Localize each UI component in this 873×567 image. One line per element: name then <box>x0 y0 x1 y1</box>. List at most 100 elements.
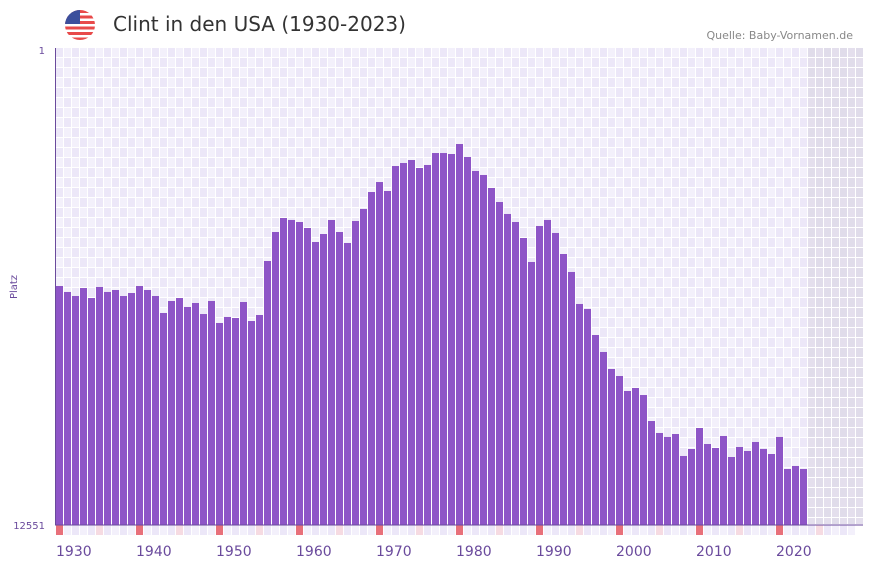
bar-2001[interactable] <box>624 390 631 525</box>
bar-1949[interactable] <box>208 300 215 525</box>
bar-1941[interactable] <box>144 289 151 525</box>
bar-2019[interactable] <box>768 454 775 525</box>
bar-1973[interactable] <box>400 163 407 525</box>
bar-2020[interactable] <box>776 436 783 525</box>
bar-1948[interactable] <box>200 314 207 525</box>
bar-1981[interactable] <box>464 157 471 526</box>
bar-1988[interactable] <box>520 238 527 525</box>
bar-1954[interactable] <box>248 321 255 525</box>
bar-1979[interactable] <box>448 154 455 526</box>
bar-2022[interactable] <box>792 465 799 525</box>
bar-1939[interactable] <box>128 292 135 525</box>
bar-1955[interactable] <box>256 315 263 525</box>
bar-1970[interactable] <box>376 182 383 525</box>
bar-1938[interactable] <box>120 296 127 525</box>
bar-2015[interactable] <box>736 447 743 525</box>
grid-cell <box>528 108 535 117</box>
bar-1936[interactable] <box>104 291 111 525</box>
bar-1951[interactable] <box>224 316 231 525</box>
bar-1983[interactable] <box>480 174 487 525</box>
grid-cell <box>624 358 631 367</box>
bar-1991[interactable] <box>544 219 551 525</box>
bar-2018[interactable] <box>760 448 767 525</box>
bar-1964[interactable] <box>328 219 335 525</box>
bar-2011[interactable] <box>704 444 711 525</box>
bar-2005[interactable] <box>656 432 663 525</box>
bar-1972[interactable] <box>392 166 399 525</box>
bar-1956[interactable] <box>264 260 271 525</box>
bar-2021[interactable] <box>784 468 791 525</box>
bar-2003[interactable] <box>640 395 647 525</box>
bar-1952[interactable] <box>232 318 239 525</box>
bar-1969[interactable] <box>368 192 375 525</box>
bar-1957[interactable] <box>272 231 279 525</box>
bar-1933[interactable] <box>80 288 87 525</box>
bar-1963[interactable] <box>320 234 327 526</box>
bar-2017[interactable] <box>752 441 759 525</box>
grid-cell <box>808 368 815 377</box>
bar-2009[interactable] <box>688 448 695 525</box>
bar-1937[interactable] <box>112 289 119 525</box>
grid-cell <box>640 258 647 267</box>
bar-2000[interactable] <box>616 376 623 525</box>
bar-2023[interactable] <box>800 468 807 525</box>
bar-1987[interactable] <box>512 222 519 525</box>
bar-1995[interactable] <box>576 303 583 525</box>
bar-2002[interactable] <box>632 387 639 525</box>
bar-2006[interactable] <box>664 436 671 525</box>
bar-1942[interactable] <box>152 296 159 525</box>
bar-1945[interactable] <box>176 298 183 525</box>
bar-1998[interactable] <box>600 351 607 525</box>
bar-1931[interactable] <box>64 291 71 525</box>
bar-1944[interactable] <box>168 300 175 525</box>
bar-1965[interactable] <box>336 231 343 525</box>
bar-1971[interactable] <box>384 190 391 526</box>
bar-1978[interactable] <box>440 153 447 525</box>
bar-1943[interactable] <box>160 312 167 525</box>
bar-1958[interactable] <box>280 218 287 525</box>
bar-2016[interactable] <box>744 450 751 525</box>
bar-2012[interactable] <box>712 447 719 525</box>
bar-1962[interactable] <box>312 241 319 525</box>
bar-1967[interactable] <box>352 221 359 525</box>
bar-2007[interactable] <box>672 434 679 525</box>
bar-1997[interactable] <box>592 334 599 525</box>
grid-cell <box>592 108 599 117</box>
bar-1986[interactable] <box>504 213 511 526</box>
bar-1959[interactable] <box>288 219 295 525</box>
bar-1984[interactable] <box>488 187 495 526</box>
bar-1990[interactable] <box>536 225 543 525</box>
bar-1932[interactable] <box>72 296 79 525</box>
bar-1946[interactable] <box>184 306 191 525</box>
bar-1989[interactable] <box>528 261 535 525</box>
bar-1960[interactable] <box>296 222 303 525</box>
bar-1934[interactable] <box>88 298 95 525</box>
bar-1996[interactable] <box>584 309 591 525</box>
bar-1974[interactable] <box>408 160 415 526</box>
source-link[interactable]: Quelle: Baby-Vornamen.de <box>706 29 853 42</box>
bar-2008[interactable] <box>680 455 687 525</box>
bar-1950[interactable] <box>216 322 223 525</box>
bar-1961[interactable] <box>304 228 311 525</box>
bar-1953[interactable] <box>240 302 247 525</box>
bar-1930[interactable] <box>56 286 63 525</box>
bar-1992[interactable] <box>552 232 559 525</box>
bar-1940[interactable] <box>136 286 143 525</box>
bar-1968[interactable] <box>360 209 367 525</box>
bar-1935[interactable] <box>96 286 103 525</box>
bar-1975[interactable] <box>416 167 423 525</box>
bar-2014[interactable] <box>728 457 735 525</box>
bar-1977[interactable] <box>432 153 439 525</box>
bar-2013[interactable] <box>720 435 727 525</box>
bar-1947[interactable] <box>192 302 199 525</box>
bar-1993[interactable] <box>560 254 567 526</box>
bar-1994[interactable] <box>568 271 575 525</box>
bar-1982[interactable] <box>472 170 479 526</box>
bar-1999[interactable] <box>608 368 615 525</box>
bar-1985[interactable] <box>496 202 503 525</box>
bar-1966[interactable] <box>344 242 351 525</box>
bar-2010[interactable] <box>696 428 703 525</box>
bar-1976[interactable] <box>424 164 431 525</box>
bar-1980[interactable] <box>456 144 463 526</box>
bar-2004[interactable] <box>648 421 655 525</box>
